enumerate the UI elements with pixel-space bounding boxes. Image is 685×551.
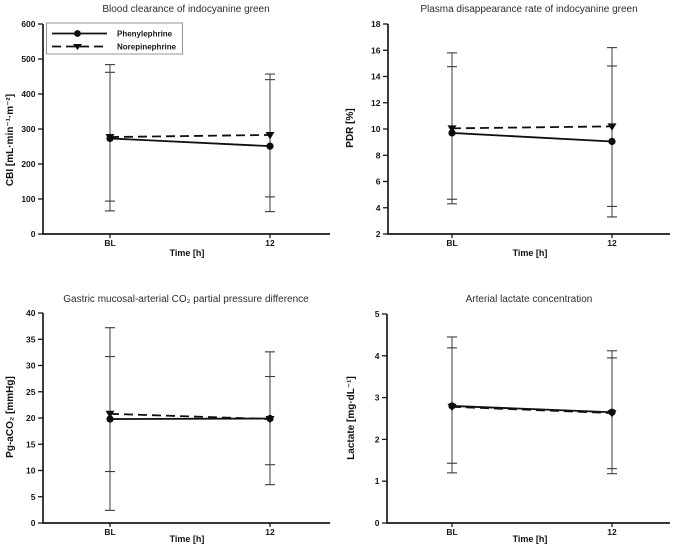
y-tick-label: 1 <box>375 476 380 486</box>
y-tick-label: 200 <box>21 159 35 169</box>
y-tick-label: 8 <box>376 150 381 160</box>
y-tick-label: 300 <box>21 124 35 134</box>
chart1-title: Blood clearance of indocyanine green <box>102 4 269 15</box>
y-tick-label: 10 <box>26 466 36 476</box>
chart1-x-axis-label: Time [h] <box>170 248 205 258</box>
y-tick-label: 35 <box>26 334 36 344</box>
x-tick-label: 12 <box>607 527 617 537</box>
series-line-norepinephrine <box>451 405 613 414</box>
y-tick-label: 0 <box>31 229 36 239</box>
x-tick-label: 12 <box>607 238 617 248</box>
chart3-x-axis-label: Time [h] <box>170 534 205 544</box>
chart2-plot-area: 2 4 6 8 10 12 14 16 18 BL 12 <box>371 19 670 248</box>
y-tick-label: 16 <box>371 45 381 55</box>
series-line-norepinephrine <box>451 125 613 130</box>
series-line-phenylephrine <box>451 132 613 143</box>
chart4-title: Arterial lactate concentration <box>466 294 593 305</box>
y-tick-label: 5 <box>31 492 36 502</box>
marker-triangle-norepinephrine <box>105 410 115 419</box>
series-line-norepinephrine <box>109 412 271 420</box>
axes-spines <box>42 24 330 235</box>
series-line-phenylephrine <box>451 405 613 414</box>
axes-spines <box>386 314 670 524</box>
series-line-norepinephrine <box>109 134 271 138</box>
marker-circle-phenylephrine <box>106 134 114 143</box>
y-tick-label: 14 <box>371 72 381 82</box>
legend-circle-marker-icon <box>74 30 81 37</box>
marker-circle-phenylephrine <box>266 142 274 150</box>
x-tick-label: BL <box>446 527 457 537</box>
marker-triangle-norepinephrine <box>265 131 275 140</box>
y-tick-label: 18 <box>371 19 381 29</box>
x-tick-label: BL <box>104 238 115 248</box>
y-tick-label: 600 <box>21 19 35 29</box>
series-line-phenylephrine <box>109 137 271 148</box>
marker-circle-phenylephrine <box>448 129 456 137</box>
marker-circle-phenylephrine <box>608 137 616 146</box>
chart3-plot-area: 0 5 10 15 20 25 30 35 40 BL 12 <box>26 308 330 537</box>
chart2-x-axis-label: Time [h] <box>513 248 548 258</box>
marker-triangle-norepinephrine <box>447 125 457 133</box>
chart1-plot-area: 0 100 200 300 400 500 600 BL 12 <box>21 19 330 248</box>
chart4-y-axis-label: Lactate [mg·dL⁻¹] <box>346 376 357 460</box>
y-tick-label: 3 <box>375 393 380 403</box>
legend: Phenylephrine Norepinephrine <box>46 22 183 55</box>
axes-spines <box>387 24 670 235</box>
x-tick-label: BL <box>104 527 115 537</box>
y-tick-label: 4 <box>375 351 380 361</box>
y-tick-label: 0 <box>31 518 36 528</box>
y-tick-label: 10 <box>371 124 381 134</box>
y-tick-label: 100 <box>21 194 35 204</box>
y-tick-label: 4 <box>376 203 381 213</box>
x-tick-label: BL <box>446 238 457 248</box>
legend-label-phenylephrine: Phenylephrine <box>117 30 173 39</box>
y-tick-label: 30 <box>26 361 36 371</box>
y-tick-label: 2 <box>375 434 380 444</box>
y-tick-label: 12 <box>371 98 381 108</box>
y-tick-label: 15 <box>26 439 36 449</box>
marker-circle-phenylephrine <box>608 408 616 416</box>
y-tick-label: 25 <box>26 387 36 397</box>
chart4-x-axis-label: Time [h] <box>513 534 548 544</box>
y-tick-label: 40 <box>26 308 36 318</box>
marker-triangle-norepinephrine <box>607 123 617 131</box>
y-tick-label: 0 <box>375 518 380 528</box>
y-tick-label: 6 <box>376 177 381 187</box>
legend-label-norepinephrine: Norepinephrine <box>117 43 177 52</box>
legend-box <box>46 22 183 55</box>
y-tick-label: 400 <box>21 89 35 99</box>
y-tick-label: 2 <box>376 229 381 239</box>
x-tick-label: 12 <box>265 527 275 537</box>
y-tick-label: 20 <box>26 413 36 423</box>
marker-circle-phenylephrine <box>448 402 456 410</box>
chart2-y-axis-label: PDR [%] <box>345 108 356 147</box>
marker-circle-phenylephrine <box>266 414 274 423</box>
y-tick-label: 5 <box>375 309 380 319</box>
series-line-phenylephrine <box>109 417 271 420</box>
legend-triangle-marker-icon <box>73 44 82 50</box>
marker-circle-phenylephrine <box>106 415 114 423</box>
chart3-y-axis-label: Pg-aCO₂ [mmHg] <box>5 376 16 458</box>
y-tick-label: 500 <box>21 54 35 64</box>
chart1-y-axis-label: CBI [mL·min⁻¹·m⁻²] <box>5 94 16 186</box>
x-tick-label: 12 <box>265 238 275 248</box>
chart3-title: Gastric mucosal-arterial CO₂ partial pre… <box>63 294 309 305</box>
chart2-title: Plasma disappearance rate of indocyanine… <box>420 4 637 15</box>
